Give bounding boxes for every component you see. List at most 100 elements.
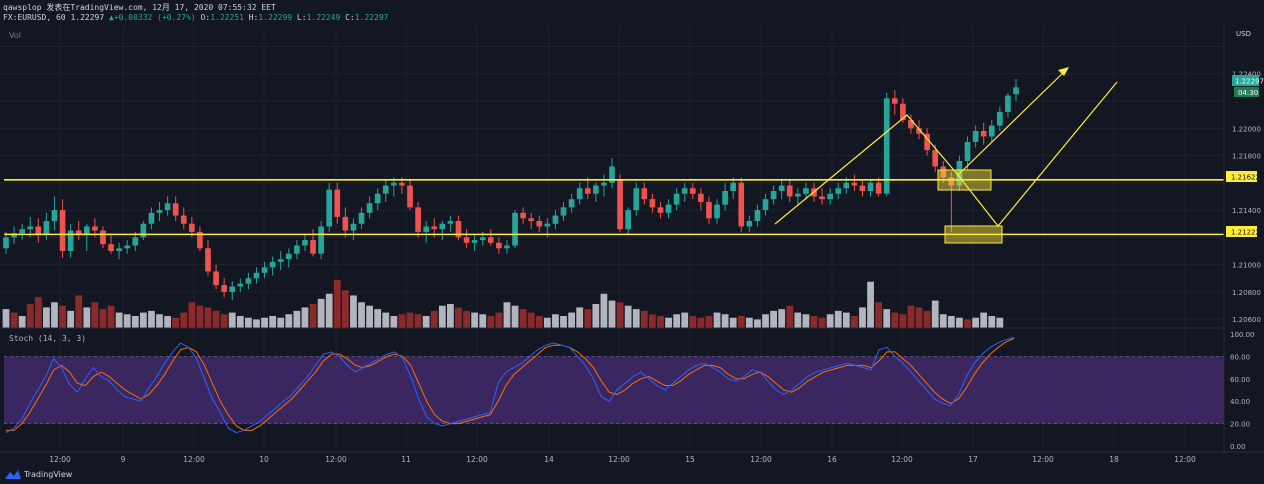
candle-body	[924, 133, 930, 151]
candle-body	[463, 237, 470, 243]
candle-body	[916, 128, 922, 134]
stoch-axis[interactable]: 100.00 80.00 60.00 40.00 20.00 0.00	[1230, 331, 1255, 451]
volume-bar	[859, 307, 866, 328]
change-value: +0.00332 (+0.27%)	[113, 13, 196, 22]
volume-bar	[511, 305, 519, 328]
volume-bar	[786, 305, 794, 328]
volume-bar	[851, 316, 858, 328]
tradingview-brand[interactable]: TradingView	[5, 470, 72, 479]
stoch-tick-label: 0.00	[1230, 443, 1246, 451]
candle-body	[3, 237, 9, 249]
candle-body	[528, 218, 535, 221]
close-value: 1.22297	[354, 13, 389, 22]
volume-bar	[649, 314, 656, 328]
volume-bar	[754, 319, 761, 328]
volume-bar	[721, 314, 729, 328]
volume-bar	[406, 312, 414, 328]
volume-bar	[220, 314, 228, 328]
volume-bar	[576, 307, 584, 328]
price-axis[interactable]: 1.22400 1.22000 1.21800 1.21400 1.21000 1.208…	[1232, 71, 1261, 324]
candle-body	[366, 203, 373, 213]
candle-body	[972, 131, 979, 142]
candle-body	[269, 261, 276, 268]
time-tick-label: 15	[685, 455, 695, 464]
candle-body	[827, 193, 833, 200]
volume-bar	[131, 316, 139, 328]
time-tick-label: 12:00	[183, 455, 205, 464]
volume-bar	[568, 312, 575, 328]
candle-body	[479, 237, 486, 241]
volume-bar	[10, 312, 18, 328]
volume-bar	[503, 302, 511, 328]
candle-body	[294, 245, 300, 254]
candle-body	[245, 278, 252, 284]
candle-body	[19, 229, 25, 234]
volume-bar	[115, 312, 123, 328]
wave-path-1[interactable]	[774, 68, 1068, 225]
volume-bar	[398, 314, 406, 328]
volume-bar	[269, 316, 277, 328]
candle-body	[754, 210, 761, 221]
volume-label: Vol	[9, 31, 21, 40]
candle-body	[431, 226, 438, 230]
volume-bar	[681, 312, 689, 328]
volume-bar	[317, 298, 325, 328]
volume-bar	[99, 309, 107, 328]
candle-body	[108, 244, 114, 251]
support-zone-lower[interactable]	[944, 225, 1003, 244]
volume-bar	[543, 317, 551, 328]
candle-body	[197, 231, 203, 249]
horizontal-levels[interactable]	[4, 179, 1224, 236]
volume-bar	[447, 304, 454, 328]
candles	[3, 79, 1019, 301]
candle-body	[415, 207, 421, 232]
volume-bar	[584, 309, 592, 328]
volume-bar	[762, 314, 769, 328]
candle-body	[164, 203, 171, 211]
time-tick-label: 12:00	[608, 455, 630, 464]
volume-bar	[253, 319, 260, 328]
candle-body	[988, 125, 995, 137]
candle-body	[819, 196, 825, 200]
volume-bar	[2, 309, 10, 328]
volume-bar	[899, 314, 907, 328]
volume-bar	[875, 302, 883, 328]
candle-body	[310, 240, 316, 254]
tradingview-logo-icon	[5, 470, 21, 479]
volume-bar	[600, 293, 608, 328]
price-tick-label: 1.21400	[1232, 207, 1261, 215]
level-badge-lower: 1.21222	[1226, 226, 1260, 237]
time-axis[interactable]: 12:00 9 12:00 10 12:00 11 12:00 14 12:00 15 12:00 1…	[49, 455, 1196, 464]
drawings[interactable]	[774, 67, 1118, 244]
volume-bar	[778, 309, 786, 328]
support-zone-upper[interactable]	[937, 169, 992, 191]
volume-bar	[624, 305, 632, 328]
candle-body	[92, 226, 98, 231]
volume-bar	[947, 316, 955, 328]
time-tick-label: 12:00	[466, 455, 488, 464]
volume-bar	[713, 312, 721, 328]
stoch-k-line	[5, 336, 1015, 434]
time-tick-label: 16	[827, 455, 837, 464]
volume-bar	[139, 312, 147, 328]
candle-body	[738, 182, 745, 227]
candle-body	[423, 226, 429, 232]
volume-bar	[640, 310, 648, 328]
volume-bar	[309, 304, 317, 328]
volume-bar	[325, 293, 333, 328]
candle-body	[649, 199, 656, 208]
volume-bar	[285, 314, 293, 328]
candle-body	[593, 185, 599, 194]
volume-bar	[560, 316, 567, 328]
volume-bar	[51, 302, 58, 328]
volume-bar	[891, 312, 899, 328]
candle-body	[665, 204, 672, 213]
candle-body	[786, 185, 793, 197]
volume-bar	[277, 317, 285, 328]
wave-path-2[interactable]	[957, 81, 1118, 227]
candle-body	[447, 221, 454, 224]
candle-body	[560, 207, 567, 216]
symbol-label[interactable]: FX:EURUSD, 60	[3, 13, 66, 22]
stoch-lines	[5, 336, 1015, 434]
